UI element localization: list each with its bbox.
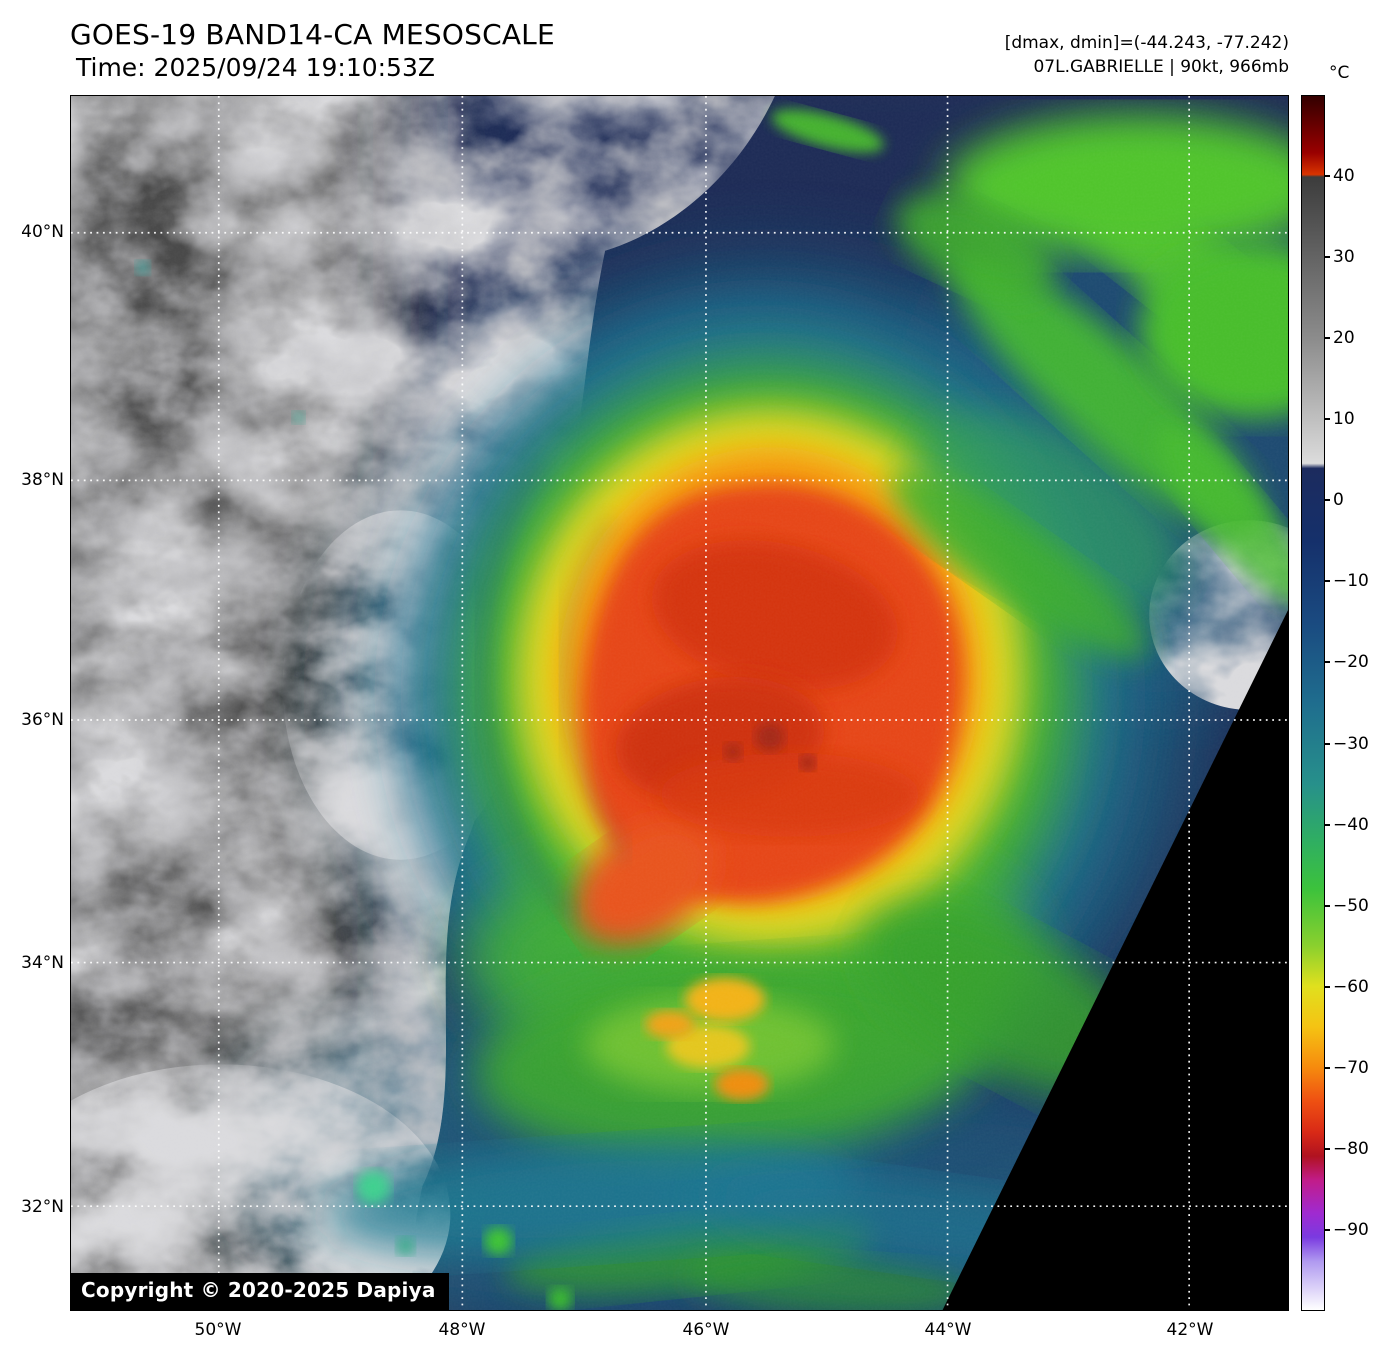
colorbar-tick: −50 bbox=[1324, 896, 1369, 916]
storm-info: 07L.GABRIELLE | 90kt, 966mb bbox=[1033, 57, 1289, 77]
lat-label: 36°N bbox=[21, 710, 64, 730]
lon-label: 48°W bbox=[438, 1320, 486, 1340]
colorbar-tick: 10 bbox=[1324, 409, 1355, 429]
colorbar-tick: 20 bbox=[1324, 328, 1355, 348]
lon-label: 42°W bbox=[1166, 1320, 1214, 1340]
colorbar-tick: 30 bbox=[1324, 247, 1355, 267]
colorbar-tick: 0 bbox=[1324, 490, 1344, 510]
lat-label: 32°N bbox=[21, 1197, 64, 1217]
lon-label: 50°W bbox=[194, 1320, 242, 1340]
no-data-region bbox=[942, 610, 1288, 1310]
colorbar-unit: °C bbox=[1329, 63, 1350, 83]
graticule bbox=[71, 96, 1288, 1310]
colorbar: 40 30 20 10 0 −10 −20 −30 −40 −50 −60 −7… bbox=[1301, 95, 1369, 1311]
colorbar-tick: −40 bbox=[1324, 815, 1369, 835]
satellite-map: Copyright © 2020-2025 Dapiya bbox=[70, 95, 1289, 1311]
colorbar-tick: −10 bbox=[1324, 571, 1369, 591]
colorbar-tick: −90 bbox=[1324, 1220, 1369, 1240]
colorbar-tick: −20 bbox=[1324, 652, 1369, 672]
colorbar-tick: −80 bbox=[1324, 1139, 1369, 1159]
colorbar-gradient bbox=[1301, 95, 1325, 1311]
colorbar-tick: −30 bbox=[1324, 734, 1369, 754]
page-title: GOES-19 BAND14-CA MESOSCALE bbox=[70, 18, 555, 51]
lon-label: 44°W bbox=[924, 1320, 972, 1340]
lon-label: 46°W bbox=[682, 1320, 730, 1340]
lat-label: 38°N bbox=[21, 470, 64, 490]
copyright-badge: Copyright © 2020-2025 Dapiya bbox=[71, 1273, 449, 1310]
dmax-dmin-readout: [dmax, dmin]=(-44.243, -77.242) bbox=[1004, 33, 1289, 53]
colorbar-tick: 40 bbox=[1324, 166, 1355, 186]
lat-label: 40°N bbox=[21, 222, 64, 242]
colorbar-tick: −70 bbox=[1324, 1058, 1369, 1078]
lat-label: 34°N bbox=[21, 953, 64, 973]
timestamp: Time: 2025/09/24 19:10:53Z bbox=[76, 53, 435, 82]
colorbar-tick: −60 bbox=[1324, 977, 1369, 997]
satellite-imagery bbox=[71, 96, 1288, 1310]
